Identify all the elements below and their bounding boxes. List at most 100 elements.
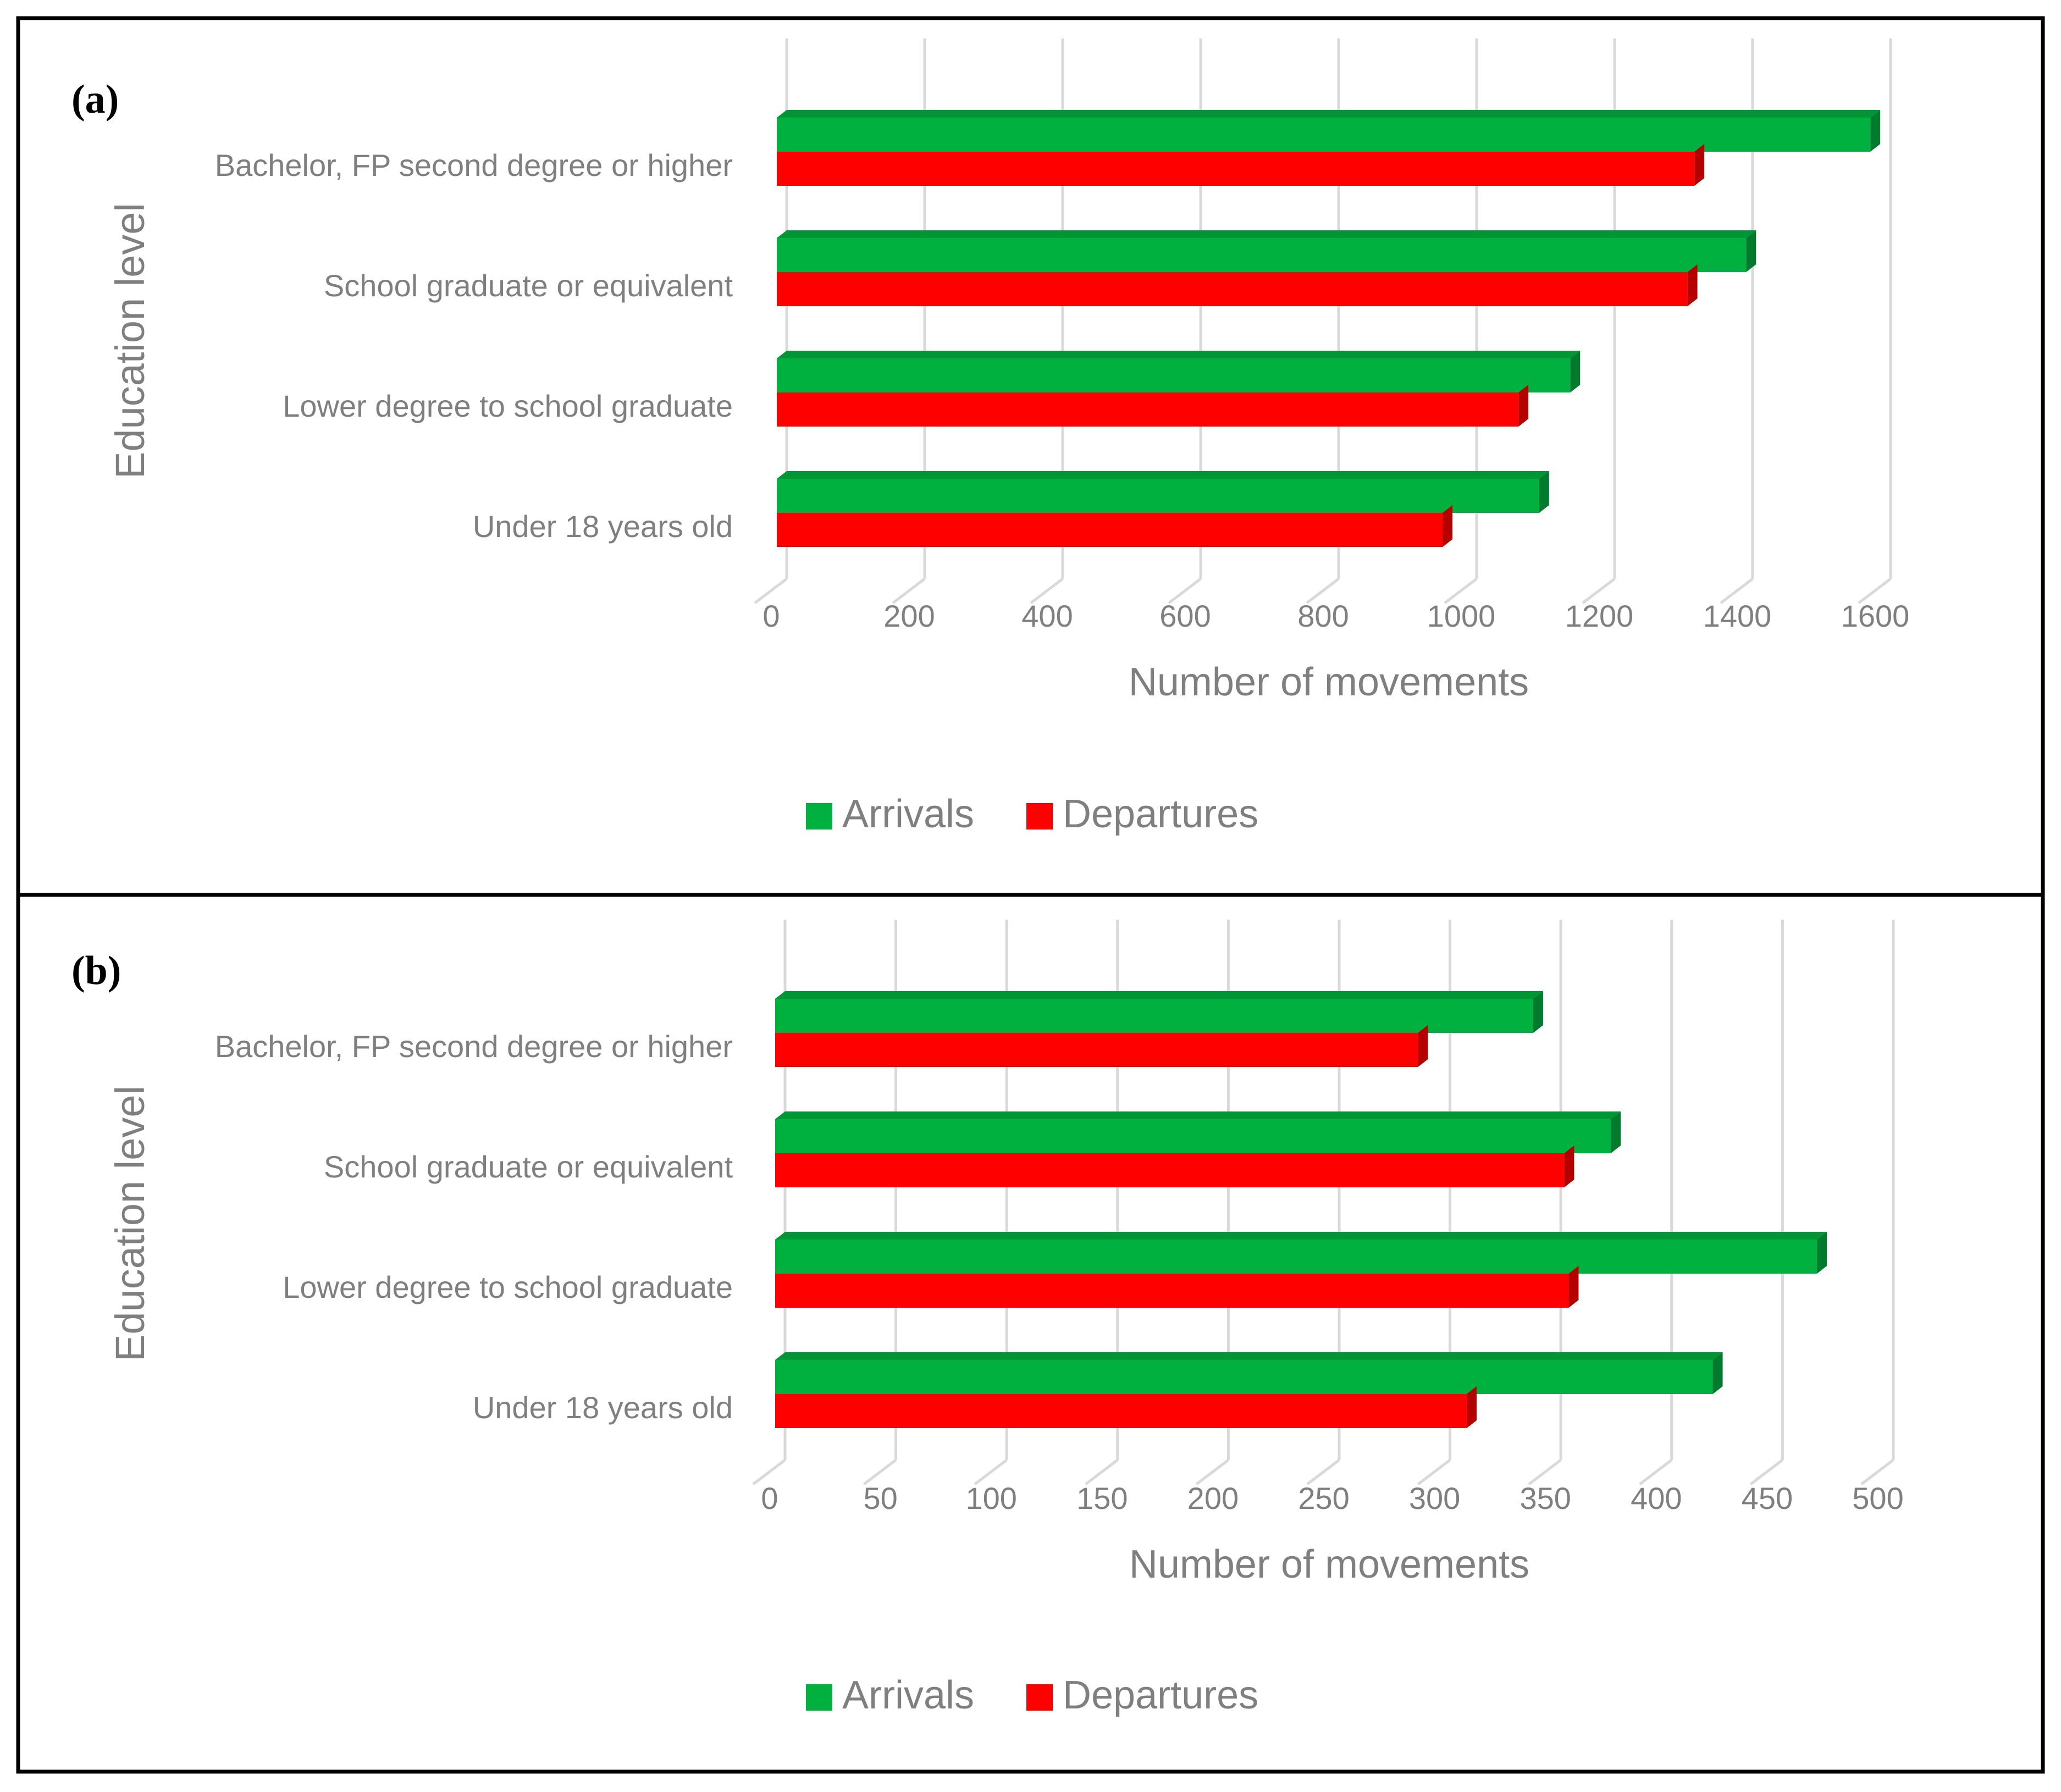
bar-front-face bbox=[775, 1240, 1817, 1274]
x-axis-title: Number of movements bbox=[1129, 1542, 1529, 1586]
floor-tick bbox=[1860, 1459, 1894, 1485]
floor-tick bbox=[1639, 1459, 1673, 1485]
bar-arrivals bbox=[775, 1232, 1827, 1274]
bar-departures bbox=[775, 1266, 1579, 1308]
x-tick-label: 1600 bbox=[1841, 599, 1910, 633]
floor-tick bbox=[754, 578, 788, 604]
x-tick-label: 150 bbox=[1076, 1481, 1128, 1516]
bar-front-face bbox=[777, 358, 1571, 392]
bar-front-face bbox=[777, 392, 1519, 427]
legend-item: Arrivals bbox=[806, 792, 974, 836]
x-tick-label: 200 bbox=[1187, 1481, 1239, 1516]
bar-side-face bbox=[1539, 471, 1549, 513]
floor-tick bbox=[752, 1459, 786, 1485]
y-category-label: Lower degree to school graduate bbox=[283, 1270, 733, 1304]
x-tick-label: 300 bbox=[1409, 1481, 1460, 1516]
bar-front-face bbox=[777, 152, 1695, 186]
x-tick-label: 1400 bbox=[1703, 599, 1772, 633]
bar-departures bbox=[775, 1025, 1428, 1067]
legend-item: Departures bbox=[1026, 1673, 1258, 1717]
legend-label: Departures bbox=[1063, 792, 1258, 836]
bar-side-face bbox=[1817, 1232, 1827, 1274]
x-tick-label: 0 bbox=[762, 599, 780, 633]
legend-item: Arrivals bbox=[806, 1673, 974, 1717]
bar-top-face bbox=[775, 1232, 1827, 1240]
floor-tick bbox=[1085, 1459, 1119, 1485]
bar-departures bbox=[775, 1386, 1477, 1428]
bar-arrivals bbox=[777, 351, 1581, 392]
legend-swatch-arrivals bbox=[806, 803, 832, 829]
panel-frame bbox=[16, 893, 2045, 1774]
bar-side-face bbox=[1466, 1386, 1477, 1428]
bar-front-face bbox=[777, 479, 1539, 513]
x-tick-label: 250 bbox=[1298, 1481, 1349, 1516]
y-category-label: Under 18 years old bbox=[473, 509, 733, 544]
legend-swatch-departures bbox=[1026, 803, 1053, 829]
x-tick-label: 400 bbox=[1021, 599, 1073, 633]
y-category-label: Under 18 years old bbox=[473, 1390, 733, 1425]
floor-tick bbox=[1720, 578, 1754, 604]
bar-side-face bbox=[1712, 1352, 1723, 1394]
bar-arrivals bbox=[777, 471, 1549, 513]
bar-top-face bbox=[777, 110, 1881, 118]
bar-front-face bbox=[775, 1360, 1713, 1394]
bar-top-face bbox=[777, 351, 1581, 358]
bar-departures bbox=[777, 505, 1453, 547]
y-category-label: Bachelor, FP second degree or higher bbox=[215, 1029, 733, 1064]
floor-tick bbox=[892, 578, 926, 604]
y-category-label: School graduate or equivalent bbox=[324, 1149, 733, 1184]
bar-departures bbox=[777, 385, 1529, 427]
bar-arrivals bbox=[775, 991, 1543, 1033]
floor-tick bbox=[974, 1459, 1008, 1485]
x-tick-label: 1200 bbox=[1565, 599, 1634, 633]
bar-arrivals bbox=[777, 110, 1881, 152]
legend: Arrivals Departures bbox=[806, 1673, 1258, 1717]
bar-arrivals bbox=[775, 1352, 1723, 1394]
x-tick-label: 50 bbox=[863, 1481, 897, 1516]
floor-tick bbox=[863, 1459, 897, 1485]
bar-front-face bbox=[777, 272, 1688, 306]
y-category-label: Bachelor, FP second degree or higher bbox=[215, 148, 733, 182]
chart-panel-b: (b) 0 50 100 150 200 250 300 350 400 450 500 Bachelo… bbox=[16, 893, 2045, 1774]
chart-panel-a: (a) 0 200 400 600 800 1000 1200 1400 1600 Bachelor… bbox=[16, 16, 2045, 897]
bar-departures bbox=[777, 144, 1705, 186]
x-tick-label: 800 bbox=[1297, 599, 1349, 633]
legend-swatch-departures bbox=[1026, 1684, 1053, 1711]
y-axis-title: Education level bbox=[107, 203, 153, 479]
floor-tick bbox=[1195, 1459, 1229, 1485]
bar-top-face bbox=[775, 1111, 1621, 1119]
panel-label: (b) bbox=[71, 948, 121, 993]
legend-label: Arrivals bbox=[842, 1673, 974, 1717]
bar-side-face bbox=[1418, 1025, 1428, 1067]
bar-front-face bbox=[775, 1394, 1467, 1428]
legend-label: Arrivals bbox=[842, 792, 974, 836]
bar-front-face bbox=[775, 999, 1533, 1033]
bar-top-face bbox=[775, 1352, 1723, 1360]
x-tick-label: 100 bbox=[965, 1481, 1016, 1516]
floor-tick bbox=[1168, 578, 1202, 604]
bar-front-face bbox=[775, 1119, 1611, 1153]
bar-front-face bbox=[775, 1153, 1565, 1187]
bar-front-face bbox=[777, 118, 1871, 152]
x-tick-label: 450 bbox=[1742, 1481, 1793, 1516]
y-category-label: Lower degree to school graduate bbox=[283, 389, 733, 423]
x-tick-label: 600 bbox=[1159, 599, 1211, 633]
bar-side-face bbox=[1564, 1146, 1574, 1187]
y-axis-title: Education level bbox=[107, 1086, 153, 1362]
charts-root: (a)0 200 400 600 800 1000 1200 1400 1600Bachelor… bbox=[16, 16, 2045, 1774]
bar-side-face bbox=[1443, 505, 1453, 547]
bar-top-face bbox=[777, 230, 1756, 238]
floor-tick bbox=[1858, 578, 1892, 604]
x-axis-title: Number of movements bbox=[1129, 660, 1529, 704]
floor-tick bbox=[1444, 578, 1478, 604]
floor-tick bbox=[1306, 1459, 1340, 1485]
legend-swatch-arrivals bbox=[806, 1684, 832, 1711]
x-tick-label: 350 bbox=[1519, 1481, 1571, 1516]
bar-top-face bbox=[777, 471, 1549, 479]
bar-front-face bbox=[775, 1033, 1418, 1067]
legend: Arrivals Departures bbox=[806, 792, 1258, 836]
bar-front-face bbox=[777, 238, 1747, 272]
floor-tick bbox=[1306, 578, 1340, 604]
floor-tick bbox=[1528, 1459, 1562, 1485]
